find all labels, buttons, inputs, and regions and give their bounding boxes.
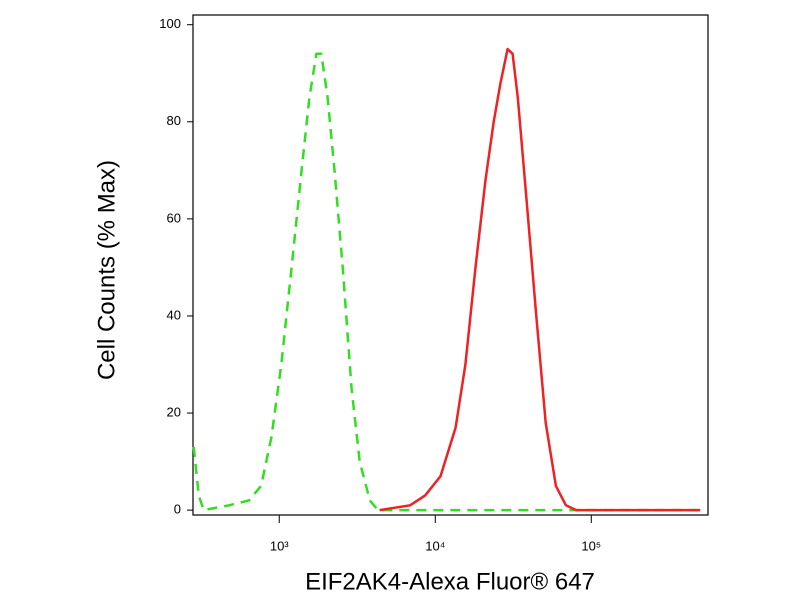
x-tick-label: 10³ [270,538,289,553]
y-tick-label: 0 [174,502,181,517]
y-tick-label: 40 [167,307,181,322]
y-tick-label: 100 [159,16,181,31]
y-tick-label: 20 [167,404,181,419]
x-tick-label: 10⁵ [581,538,601,553]
histogram-line [192,52,701,512]
y-axis-label: Cell Counts (% Max) [93,160,120,380]
plot-frame [192,14,709,516]
x-tick-label: 10⁴ [425,538,445,553]
y-tick-label: 80 [167,113,181,128]
y-tick-label: 60 [167,210,181,225]
x-axis-label: EIF2AK4-Alexa Fluor® 647 [305,568,595,595]
histogram-line [379,47,701,512]
